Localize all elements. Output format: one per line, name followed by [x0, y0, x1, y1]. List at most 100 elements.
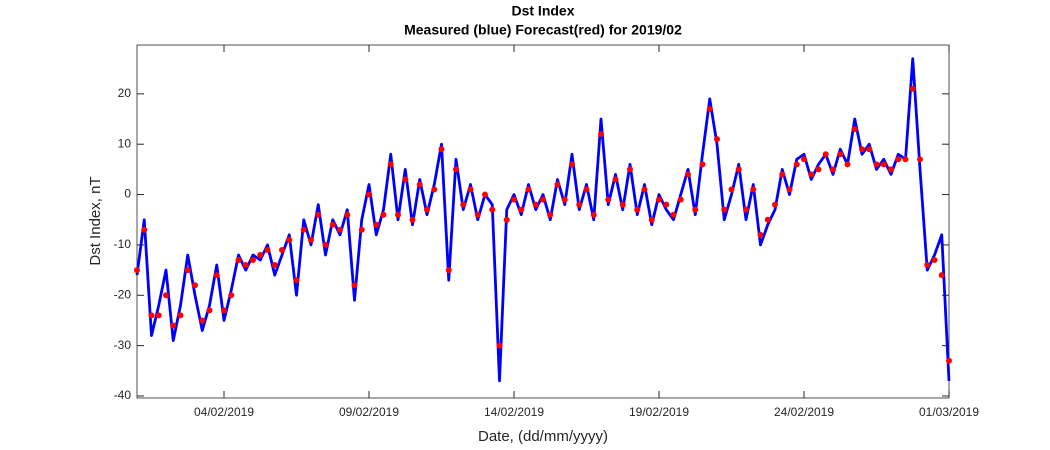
forecast-point	[830, 166, 836, 173]
forecast-point	[235, 257, 242, 264]
forecast-point	[395, 211, 401, 218]
forecast-point	[373, 221, 380, 228]
plot-frame	[136, 44, 950, 399]
forecast-point	[685, 171, 691, 178]
forecast-point	[873, 161, 880, 168]
y-tick-label: -40	[114, 388, 132, 402]
forecast-point	[888, 166, 894, 173]
x-tick-label: 19/02/2019	[629, 405, 689, 419]
forecast-point	[605, 196, 612, 203]
forecast-point	[257, 251, 264, 258]
forecast-point	[293, 277, 300, 284]
x-tick-label: 01/03/2019	[919, 405, 979, 419]
forecast-point	[699, 161, 706, 168]
forecast-point	[844, 161, 851, 168]
forecast-point	[917, 156, 923, 163]
forecast-point	[337, 226, 343, 233]
forecast-point	[779, 171, 786, 178]
forecast-point	[503, 216, 510, 223]
forecast-point	[909, 85, 916, 92]
forecast-point	[590, 211, 597, 218]
forecast-point	[409, 216, 416, 223]
chart-subtitle: Measured (blue) Forecast(red) for 2019/0…	[404, 22, 682, 38]
forecast-point	[511, 196, 517, 203]
forecast-point	[583, 186, 590, 193]
forecast-point	[801, 156, 807, 163]
x-tick-label: 14/02/2019	[484, 405, 544, 419]
forecast-point	[351, 282, 358, 289]
forecast-point	[822, 151, 829, 158]
forecast-point	[380, 211, 387, 218]
forecast-point	[424, 206, 430, 213]
forecast-point	[924, 262, 931, 269]
forecast-point	[880, 161, 887, 168]
forecast-point	[735, 166, 742, 173]
forecast-point	[837, 151, 844, 158]
forecast-point	[366, 191, 372, 198]
forecast-point	[619, 201, 626, 208]
forecast-point	[192, 282, 198, 289]
forecast-point	[721, 206, 728, 213]
forecast-point	[177, 312, 184, 319]
forecast-point	[750, 186, 757, 193]
forecast-point	[438, 146, 445, 153]
forecast-point	[786, 186, 793, 193]
forecast-point	[474, 211, 481, 218]
forecast-point	[271, 262, 278, 269]
forecast-point	[242, 262, 249, 269]
forecast-point	[902, 156, 909, 163]
forecast-point	[467, 186, 474, 193]
y-tick-label: -10	[114, 237, 132, 251]
forecast-point	[221, 307, 227, 314]
forecast-point	[598, 131, 604, 138]
forecast-point	[895, 156, 902, 163]
x-tick-label: 24/02/2019	[774, 405, 834, 419]
forecast-point	[482, 191, 488, 198]
forecast-point	[134, 267, 140, 274]
forecast-point	[148, 312, 155, 319]
forecast-point	[648, 216, 655, 223]
forecast-point	[554, 181, 561, 188]
forecast-point	[851, 126, 858, 133]
x-tick-label: 04/02/2019	[194, 405, 254, 419]
forecast-point	[728, 186, 735, 193]
y-tick-label: -30	[114, 338, 132, 352]
forecast-point	[431, 186, 438, 193]
forecast-point	[677, 196, 684, 203]
forecast-point	[938, 272, 945, 279]
y-tick-label: 10	[118, 136, 132, 150]
forecast-point	[163, 292, 169, 299]
forecast-point	[772, 201, 778, 208]
forecast-point	[279, 246, 285, 253]
forecast-point	[300, 226, 307, 233]
forecast-point	[322, 241, 329, 248]
forecast-point	[815, 166, 822, 173]
forecast-point	[496, 342, 503, 349]
forecast-point	[612, 176, 619, 183]
forecast-point	[453, 166, 459, 173]
forecast-point	[250, 257, 256, 264]
forecast-point	[663, 201, 670, 208]
forecast-point	[743, 206, 749, 213]
forecast-point	[358, 226, 365, 233]
forecast-point	[286, 236, 293, 243]
forecast-point	[692, 206, 699, 213]
forecast-point	[634, 206, 641, 213]
forecast-point	[489, 206, 496, 213]
forecast-point	[387, 161, 394, 168]
forecast-point	[627, 166, 633, 173]
x-tick-label: 09/02/2019	[339, 405, 399, 419]
forecast-point	[859, 146, 865, 153]
forecast-point	[946, 357, 952, 364]
forecast-point	[344, 211, 351, 218]
forecast-point	[793, 161, 800, 168]
forecast-point	[641, 186, 648, 193]
forecast-point	[308, 236, 314, 243]
forecast-point	[329, 221, 336, 228]
forecast-point	[416, 181, 423, 188]
y-tick-label: 0	[124, 187, 131, 201]
forecast-point	[561, 196, 568, 203]
forecast-point	[547, 211, 554, 218]
forecast-point	[402, 176, 409, 183]
